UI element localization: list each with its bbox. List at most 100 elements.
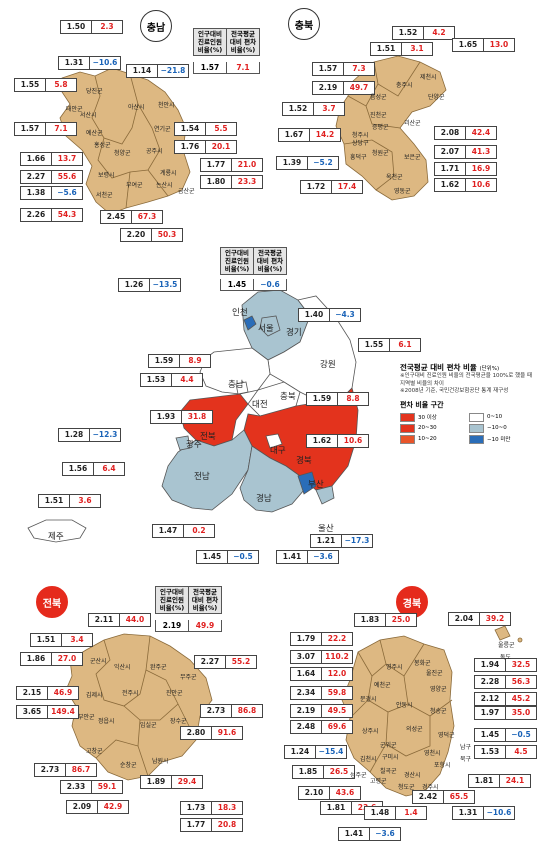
rate-value: 2.34 xyxy=(291,687,322,699)
deviation-value: 26.5 xyxy=(329,767,349,776)
region-name: 김제시 xyxy=(86,692,103,699)
rate-value: 1.47 xyxy=(153,525,184,537)
deviation-value: 39.2 xyxy=(485,614,505,623)
region-name: 인천 xyxy=(232,308,248,318)
title-gyeongbuk: 경북 xyxy=(396,586,428,618)
gyeongbuk-label-box: 2.19 49.5 xyxy=(290,704,353,718)
deviation-value: 54.3 xyxy=(57,210,77,219)
chungnam-map xyxy=(59,67,191,215)
deviation-value: 31.8 xyxy=(187,412,207,421)
rate-value: 1.62 xyxy=(307,435,338,447)
rate-value: 1.77 xyxy=(201,159,232,171)
rate-value: 3.65 xyxy=(17,706,48,718)
header-value-1: 1.57 xyxy=(194,62,227,73)
national-value: 1.45 xyxy=(221,279,254,290)
deviation-value: 13.0 xyxy=(489,40,509,49)
deviation-value: 14.2 xyxy=(315,130,335,139)
deviation-value: 3.4 xyxy=(70,635,84,644)
region-name: 공주시 xyxy=(146,148,163,155)
region-name: 영양군 xyxy=(430,686,447,693)
legend-title: 전국평균 대비 편차 비율 (단위%) xyxy=(400,363,500,372)
deviation-value: −12.3 xyxy=(92,430,118,439)
legend-label: 10~20 xyxy=(418,436,437,442)
rate-value: 1.45 xyxy=(475,729,506,741)
gyeongbuk-label-box: 1.79 22.2 xyxy=(290,632,353,646)
deviation-value: 56.3 xyxy=(511,677,531,686)
chungbuk-label-box: 1.65 13.0 xyxy=(452,38,515,52)
region-name: 진천군 xyxy=(370,112,387,119)
region-name: 진안군 xyxy=(166,690,183,697)
korea-label-box: 1.59 8.9 xyxy=(148,354,211,368)
gyeongbuk-label-box: 2.10 43.6 xyxy=(298,786,361,800)
rate-value: 1.55 xyxy=(15,79,46,91)
rate-value: 1.31 xyxy=(453,807,484,819)
region-name: 임실군 xyxy=(140,722,157,729)
gyeongbuk-label-box: 1.94 32.5 xyxy=(474,658,537,672)
deviation-value: −4.3 xyxy=(335,310,355,319)
header-col1: 인구대비 진료인원 비율(%) xyxy=(221,248,254,274)
deviation-value: 1.4 xyxy=(404,808,418,817)
region-name: 성주군 xyxy=(350,772,367,779)
deviation-value: 5.5 xyxy=(214,124,228,133)
legend-swatch xyxy=(469,434,484,444)
region-name: 남구 xyxy=(460,744,472,751)
region-name: 청원군 xyxy=(372,150,389,157)
rate-value: 2.28 xyxy=(475,676,506,688)
jeonbuk-label-box: 2.73 86.7 xyxy=(34,763,97,777)
chungnam-label-box: 2.26 54.3 xyxy=(20,208,83,222)
legend-swatch xyxy=(400,412,415,422)
deviation-value: 69.6 xyxy=(327,722,347,731)
deviation-value: −10.6 xyxy=(92,58,118,67)
korea-label-box: 1.59 8.8 xyxy=(306,392,369,406)
gyeongbuk-label-box: 1.53 4.5 xyxy=(474,745,537,759)
deviation-value: 59.8 xyxy=(327,688,347,697)
gyeongbuk-label-box: 2.12 45.2 xyxy=(474,692,537,706)
chungbuk-label-box: 1.52 4.2 xyxy=(392,26,455,40)
header-jeonbuk: 인구대비 진료인원 비율(%) 전국평균 대비 편차 비율(%) xyxy=(155,586,222,614)
region-name: 제주 xyxy=(48,532,64,542)
rate-value: 1.28 xyxy=(59,429,90,441)
region-name: 청송군 xyxy=(430,708,447,715)
legend-item: 10~20 xyxy=(400,434,469,444)
chungnam-label-box: 1.76 20.1 xyxy=(174,140,237,154)
rate-value: 2.33 xyxy=(61,781,92,793)
deviation-value: 25.0 xyxy=(391,615,411,624)
gyeongbuk-label-box: 1.85 26.5 xyxy=(292,765,355,779)
legend-item: 0~10 xyxy=(469,412,538,422)
korea-label-box: 1.21 −17.3 xyxy=(310,534,373,548)
deviation-value: 20.8 xyxy=(217,820,237,829)
rate-value: 1.54 xyxy=(175,123,206,135)
deviation-value: −0.5 xyxy=(511,730,531,739)
rate-value: 1.59 xyxy=(149,355,180,367)
legend-swatch xyxy=(400,434,415,444)
region-name: 옥천군 xyxy=(386,174,403,181)
header-values-chungnam: 1.57 7.1 xyxy=(193,62,260,74)
region-name: 장수군 xyxy=(170,718,187,725)
rate-value: 2.12 xyxy=(475,693,506,705)
rate-value: 1.51 xyxy=(371,43,402,55)
chungbuk-label-box: 1.62 10.6 xyxy=(434,178,497,192)
region-name: 금산군 xyxy=(178,188,195,195)
region-name: 익산시 xyxy=(114,664,131,671)
region-name: 군위군 xyxy=(380,742,397,749)
legend-note-2: ※2008년 기준, 국민건강보험공단 통계 재구성 xyxy=(400,388,509,394)
rate-value: 2.15 xyxy=(17,687,48,699)
region-name: 증평군 xyxy=(372,124,389,131)
header-col2: 전국평균 대비 편차 비율(%) xyxy=(191,588,219,612)
deviation-value: 0.2 xyxy=(192,526,206,535)
region-name: 영주시 xyxy=(386,664,403,671)
region-name: 김천시 xyxy=(360,756,377,763)
chungnam-label-box: 1.66 13.7 xyxy=(20,152,83,166)
region-name: 천안시 xyxy=(158,102,175,109)
region-name: 청주시 xyxy=(352,132,369,139)
legend-label: 0~10 xyxy=(487,414,503,420)
deviation-value: 65.5 xyxy=(449,792,469,801)
chungbuk-label-box: 2.19 49.7 xyxy=(312,81,375,95)
region-name: 청양군 xyxy=(114,150,131,157)
legend-label: −10 미만 xyxy=(487,437,511,443)
legend-item: −10 미만 xyxy=(469,434,538,444)
region-name: 경북 xyxy=(296,456,312,466)
region-name: 아산시 xyxy=(128,104,145,111)
rate-value: 1.97 xyxy=(475,707,506,719)
rate-value: 1.86 xyxy=(21,653,52,665)
